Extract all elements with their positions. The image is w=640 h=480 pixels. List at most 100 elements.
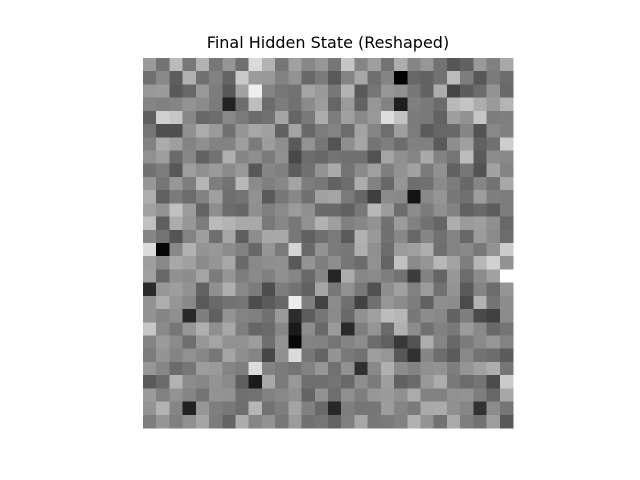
heatmap-cell — [222, 163, 236, 178]
heatmap-cell — [473, 388, 487, 402]
heatmap-cell — [460, 361, 474, 376]
heatmap-cell — [301, 388, 316, 402]
heatmap-cell — [222, 401, 236, 416]
heatmap-cell — [420, 110, 435, 125]
heatmap-cell — [433, 71, 448, 85]
heatmap-cell — [446, 229, 461, 244]
heatmap-cell — [301, 124, 316, 138]
heatmap-cell — [195, 97, 210, 112]
heatmap-cell — [301, 282, 316, 297]
heatmap-cell — [275, 97, 289, 112]
heatmap-cell — [248, 309, 263, 323]
heatmap-cell — [195, 361, 210, 376]
heatmap-cell — [182, 295, 197, 310]
heatmap-cell — [156, 58, 170, 72]
heatmap-cell — [261, 176, 276, 191]
heatmap-cell — [367, 190, 382, 204]
heatmap-cell — [314, 243, 329, 257]
heatmap-cell — [486, 295, 501, 310]
heatmap-cell — [314, 71, 329, 85]
heatmap-cell — [354, 97, 369, 112]
heatmap-cell — [169, 361, 184, 376]
heatmap-cell — [354, 401, 369, 416]
heatmap-cell — [367, 124, 382, 138]
heatmap-cell — [248, 335, 263, 350]
heatmap-cell — [288, 348, 302, 363]
heatmap-cell — [182, 124, 197, 138]
heatmap-cell — [275, 176, 289, 191]
heatmap-cell — [367, 150, 382, 165]
heatmap-cell — [288, 269, 302, 284]
heatmap-cell — [486, 97, 501, 112]
heatmap-cell — [499, 243, 514, 257]
heatmap-cell — [341, 322, 355, 336]
heatmap-cell — [354, 361, 369, 376]
heatmap-cell — [314, 216, 329, 231]
heatmap-cell — [328, 243, 342, 257]
heatmap-cell — [499, 348, 514, 363]
heatmap-cell — [473, 269, 487, 284]
heatmap-cell — [182, 71, 197, 85]
heatmap-cell — [433, 124, 448, 138]
heatmap-cell — [341, 361, 355, 376]
heatmap-cell — [420, 256, 435, 270]
heatmap-cell — [169, 176, 184, 191]
heatmap-cell — [182, 84, 197, 99]
heatmap-cell — [209, 203, 223, 217]
heatmap-cell — [446, 71, 461, 85]
heatmap-cell — [209, 243, 223, 257]
heatmap-cell — [209, 58, 223, 72]
heatmap-cell — [235, 309, 250, 323]
heatmap-cell — [209, 190, 223, 204]
heatmap-cell — [156, 71, 170, 85]
heatmap-cell — [460, 388, 474, 402]
heatmap-cell — [156, 375, 170, 389]
heatmap-cell — [394, 309, 408, 323]
heatmap-cell — [407, 84, 421, 99]
heatmap-cell — [182, 229, 197, 244]
heatmap-cell — [499, 414, 514, 429]
heatmap-cell — [460, 150, 474, 165]
heatmap-cell — [209, 124, 223, 138]
heatmap-cell — [156, 163, 170, 178]
heatmap-cell — [420, 150, 435, 165]
heatmap-cell — [182, 348, 197, 363]
heatmap-cell — [222, 282, 236, 297]
heatmap-cell — [460, 375, 474, 389]
heatmap-cell — [499, 58, 514, 72]
heatmap-cell — [235, 150, 250, 165]
heatmap-cell — [156, 216, 170, 231]
heatmap-cell — [275, 322, 289, 336]
heatmap-cell — [394, 348, 408, 363]
heatmap-cell — [222, 71, 236, 85]
heatmap-cell — [394, 71, 408, 85]
heatmap-cell — [182, 309, 197, 323]
heatmap-cell — [407, 150, 421, 165]
heatmap-cell — [473, 361, 487, 376]
heatmap-cell — [222, 84, 236, 99]
heatmap-cell — [380, 137, 395, 151]
heatmap-cell — [354, 163, 369, 178]
heatmap-cell — [169, 84, 184, 99]
heatmap-cell — [460, 414, 474, 429]
heatmap-cell — [367, 322, 382, 336]
heatmap-cell — [380, 269, 395, 284]
heatmap-cell — [288, 335, 302, 350]
heatmap-cell — [341, 309, 355, 323]
heatmap-cell — [235, 110, 250, 125]
heatmap-cell — [222, 256, 236, 270]
heatmap-cell — [394, 388, 408, 402]
heatmap-cell — [235, 176, 250, 191]
heatmap-cell — [195, 414, 210, 429]
heatmap-cell — [143, 295, 157, 310]
heatmap-cell — [248, 58, 263, 72]
heatmap-cell — [235, 348, 250, 363]
heatmap-cell — [486, 84, 501, 99]
heatmap-cell — [446, 137, 461, 151]
heatmap-cell — [143, 243, 157, 257]
heatmap-cell — [288, 110, 302, 125]
heatmap-cell — [261, 361, 276, 376]
heatmap-cell — [182, 322, 197, 336]
heatmap-cell — [156, 322, 170, 336]
